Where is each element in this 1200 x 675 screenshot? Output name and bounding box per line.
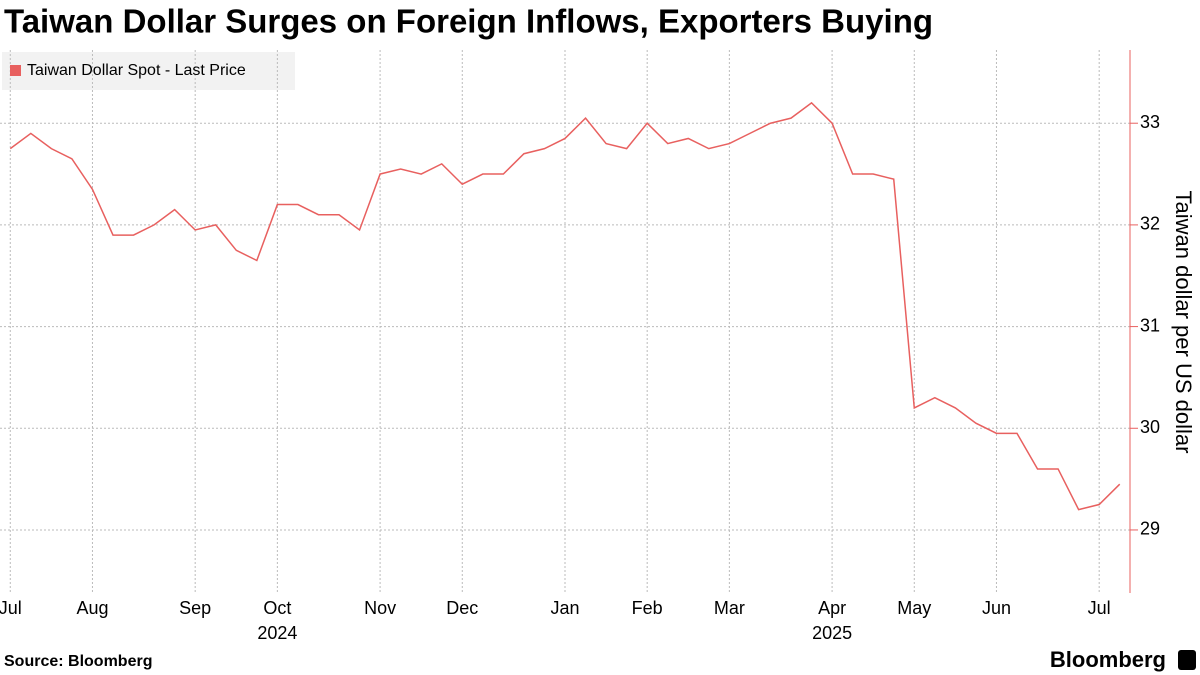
x-tick-label: Oct [263,598,291,618]
y-tick-label: 31 [1140,315,1160,335]
chart-title: Taiwan Dollar Surges on Foreign Inflows,… [4,3,933,40]
x-tick-label: Aug [76,598,108,618]
x-tick-label: May [897,598,931,618]
legend-swatch [10,65,21,76]
x-tick-label: Feb [632,598,663,618]
x-tick-label: Nov [364,598,396,618]
x-tick-label: Jul [0,598,22,618]
source: Source: Bloomberg [4,653,152,670]
y-axis-label: Taiwan dollar per US dollar [1171,191,1196,454]
x-tick-label: Jan [550,598,579,618]
series-line [9,101,1121,511]
brand-icon [1178,650,1196,670]
x-tick-label: Sep [179,598,211,618]
x-tick-label: Jul [1088,598,1111,618]
x-tick-label: Dec [446,598,478,618]
x-tick-label: Mar [714,598,745,618]
y-tick-label: 33 [1140,112,1160,132]
y-tick-label: 32 [1140,214,1160,234]
brand: Bloomberg [1050,647,1166,672]
x-tick-label: Apr [818,598,846,618]
legend-box [2,52,295,90]
x-tick-label: Jun [982,598,1011,618]
y-tick-label: 30 [1140,417,1160,437]
legend-label: Taiwan Dollar Spot - Last Price [27,62,246,79]
x-year-label: 2025 [812,623,852,643]
x-year-label: 2024 [257,623,297,643]
y-tick-label: 29 [1140,519,1160,539]
